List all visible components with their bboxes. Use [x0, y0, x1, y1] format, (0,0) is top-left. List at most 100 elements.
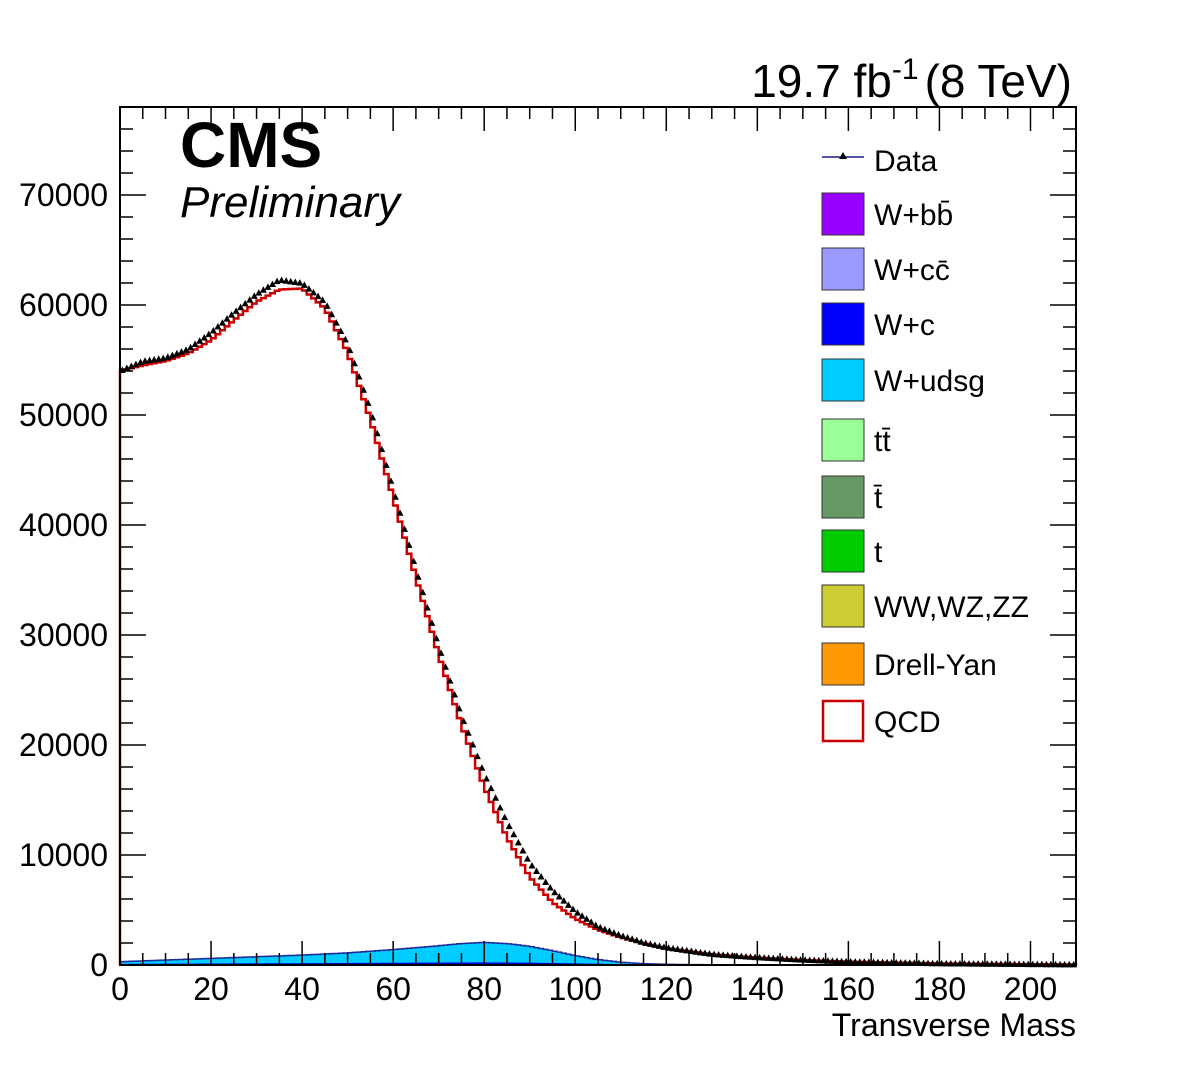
data-marker — [451, 691, 459, 698]
legend-label: Drell-Yan — [874, 649, 997, 682]
data-marker — [792, 955, 800, 963]
x-tick-label: 60 — [375, 971, 411, 1007]
data-marker — [223, 315, 231, 322]
data-marker — [173, 349, 181, 357]
data-marker — [533, 867, 541, 874]
data-marker — [655, 942, 663, 949]
data-marker — [747, 953, 755, 960]
data-marker — [401, 525, 409, 532]
data-marker — [482, 774, 490, 782]
data-marker — [332, 319, 340, 326]
data-marker — [810, 956, 818, 964]
legend-swatch — [821, 302, 865, 346]
data-marker — [387, 477, 395, 484]
data-marker — [687, 947, 695, 955]
data-marker — [177, 348, 185, 355]
data-marker — [815, 956, 823, 964]
data-marker — [614, 930, 622, 938]
y-tick-label: 60000 — [19, 287, 108, 323]
data-marker — [314, 292, 322, 300]
legend-swatch — [821, 642, 865, 686]
legend-swatch — [821, 247, 865, 291]
y-tick-label: 40000 — [19, 507, 108, 543]
data-marker — [382, 461, 390, 468]
data-marker — [410, 557, 418, 564]
y-tick-label: 10000 — [19, 837, 108, 873]
data-marker — [578, 912, 586, 919]
data-marker — [833, 957, 841, 965]
data-marker — [305, 285, 313, 292]
data-marker — [164, 353, 172, 360]
data-marker — [879, 958, 887, 966]
data-marker — [405, 541, 413, 548]
data-marker — [391, 493, 399, 500]
data-marker — [237, 303, 245, 311]
data-marker — [838, 957, 846, 965]
legend-swatch — [821, 192, 865, 236]
x-tick-label: 200 — [1004, 971, 1057, 1007]
data-marker — [574, 909, 582, 916]
data-marker — [132, 360, 140, 368]
data-marker — [828, 957, 836, 964]
x-tick-label: 0 — [111, 971, 129, 1007]
data-marker — [897, 959, 905, 966]
legend-label: W+udsg — [874, 365, 985, 398]
data-marker — [323, 302, 331, 309]
data-marker — [760, 954, 768, 961]
data-marker — [787, 955, 795, 963]
y-tick-label: 70000 — [19, 177, 108, 213]
data-marker — [701, 949, 709, 957]
data-marker — [464, 729, 472, 736]
data-marker — [692, 948, 700, 955]
data-marker — [783, 955, 791, 962]
data-marker — [441, 663, 449, 670]
data-marker — [205, 330, 213, 338]
data-marker — [369, 413, 377, 421]
data-marker — [624, 933, 632, 941]
x-tick-label: 40 — [284, 971, 320, 1007]
legend-data-marker — [839, 152, 847, 159]
data-marker — [683, 946, 691, 954]
data-marker — [127, 362, 135, 370]
data-marker — [378, 445, 386, 453]
data-marker — [542, 878, 550, 885]
legend-label: W+cc̄ — [874, 254, 950, 287]
legend: Data W+bb̄ W+cc̄ W+c W+udsg tt̄ t̄ t WW,WZ,ZZ Dre… — [821, 145, 1029, 743]
data-marker — [696, 948, 704, 956]
data-marker — [724, 951, 732, 959]
data-marker — [856, 958, 864, 965]
data-marker — [428, 619, 436, 626]
data-marker — [596, 923, 604, 931]
data-marker — [514, 838, 522, 846]
data-marker — [437, 649, 445, 656]
data-marker — [874, 958, 882, 966]
data-marker — [209, 327, 217, 334]
data-marker — [350, 359, 358, 367]
legend-label: t — [874, 536, 883, 569]
plot-frame — [119, 106, 1077, 966]
cms-label: CMS — [180, 109, 322, 181]
data-marker — [560, 897, 568, 904]
data-marker — [674, 945, 682, 953]
data-marker — [232, 307, 240, 314]
data-marker — [196, 337, 204, 344]
legend-swatch — [821, 475, 865, 519]
data-marker — [259, 286, 267, 293]
data-marker — [715, 950, 723, 958]
data-marker — [628, 935, 636, 942]
data-marker — [355, 373, 363, 380]
data-marker — [637, 938, 645, 945]
data-marker — [737, 952, 745, 960]
data-marker — [414, 573, 422, 580]
data-marker — [432, 634, 440, 642]
legend-swatch — [821, 699, 865, 743]
data-marker — [282, 277, 290, 284]
data-marker — [719, 951, 727, 958]
data-marker — [396, 509, 404, 516]
data-marker — [583, 915, 591, 922]
data-marker — [364, 399, 372, 406]
data-marker — [460, 717, 468, 725]
x-tick-label: 180 — [913, 971, 966, 1007]
data-marker — [510, 830, 518, 838]
data-marker — [601, 925, 609, 933]
